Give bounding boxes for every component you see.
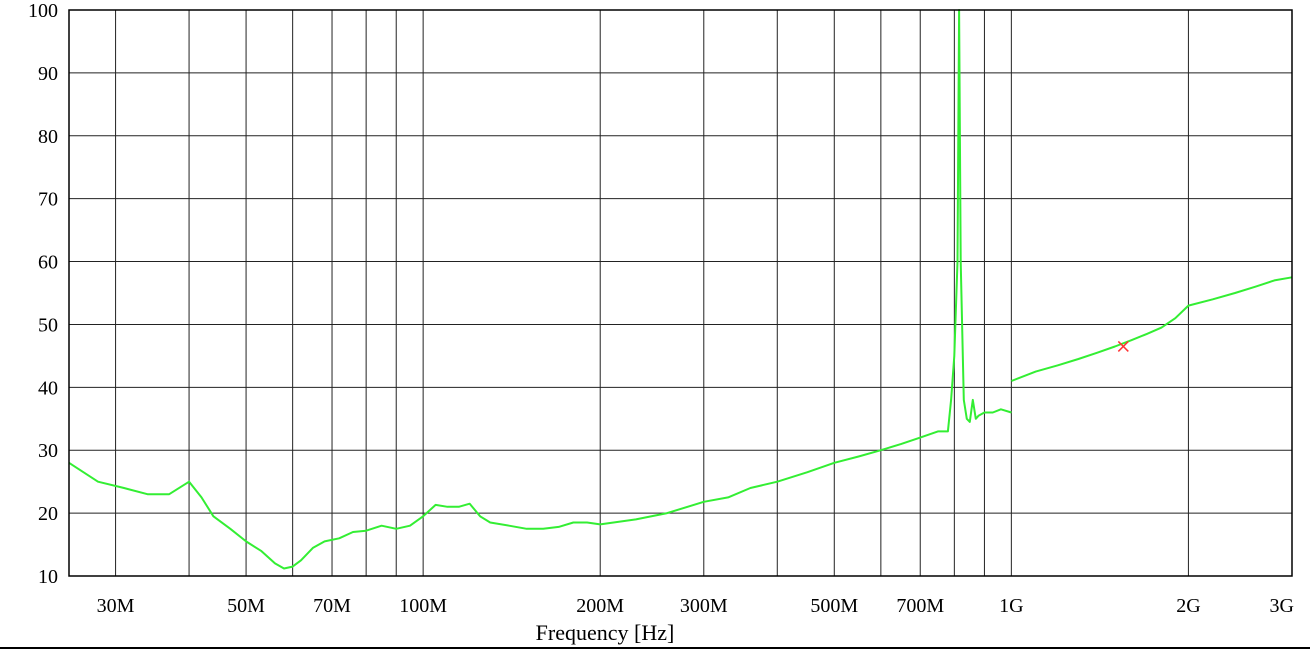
x-tick-label: 700M bbox=[896, 595, 944, 617]
x-tick-label: 200M bbox=[576, 595, 624, 617]
y-tick-label: 40 bbox=[38, 377, 58, 399]
y-tick-label: 50 bbox=[38, 314, 58, 336]
x-tick-label: 30M bbox=[97, 595, 135, 617]
y-tick-label: 80 bbox=[38, 126, 58, 148]
series-line bbox=[68, 9, 1012, 570]
marker-layer bbox=[1117, 340, 1129, 352]
x-tick-label: 1G bbox=[999, 595, 1023, 617]
y-tick-labels: 10 20 30 40 50 60 70 80 90 100 bbox=[28, 0, 58, 588]
x-tick-labels: 30M 50M 70M 100M 200M 300M 500M 700M 1G 2G 3G bbox=[97, 595, 1294, 617]
y-tick-label: 90 bbox=[38, 63, 58, 85]
y-tick-label: 100 bbox=[28, 0, 58, 22]
series-layer bbox=[68, 9, 1293, 570]
x-tick-label: 50M bbox=[227, 595, 265, 617]
y-tick-label: 60 bbox=[38, 252, 58, 274]
x-tick-label: 2G bbox=[1176, 595, 1200, 617]
y-tick-label: 20 bbox=[38, 503, 58, 525]
x-tick-label: 300M bbox=[680, 595, 728, 617]
x-axis-label: Frequency [Hz] bbox=[536, 620, 675, 645]
y-tick-label: 70 bbox=[38, 189, 58, 211]
x-marker bbox=[1117, 340, 1129, 352]
grid-lines bbox=[69, 9, 1293, 577]
plot-frame bbox=[68, 9, 1293, 577]
x-tick-label: 500M bbox=[810, 595, 858, 617]
series-line bbox=[1011, 276, 1293, 382]
y-tick-label: 30 bbox=[38, 440, 58, 462]
x-tick-label: 70M bbox=[313, 595, 351, 617]
x-tick-label: 3G bbox=[1270, 595, 1294, 617]
y-tick-label: 10 bbox=[38, 566, 58, 588]
x-tick-label: 100M bbox=[399, 595, 447, 617]
